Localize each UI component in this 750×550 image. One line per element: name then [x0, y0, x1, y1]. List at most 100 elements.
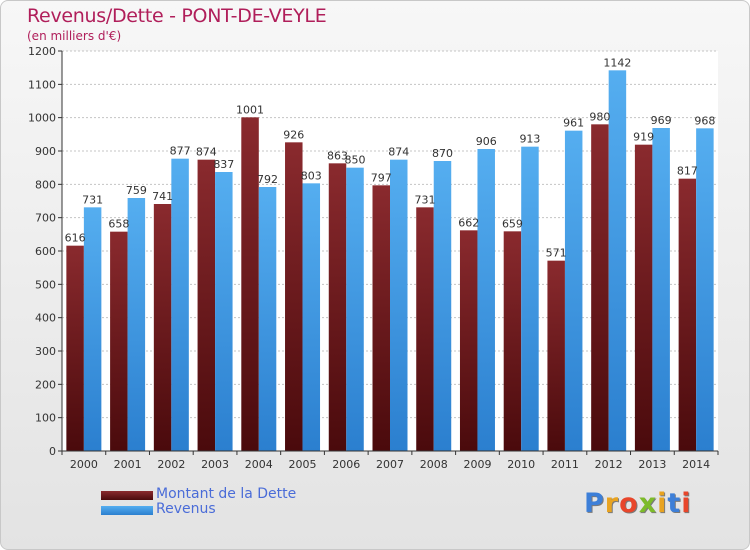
bar-revenue: [433, 161, 452, 451]
y-tick-label: 1000: [28, 112, 56, 125]
bar-debt: [416, 207, 434, 451]
x-tick-label: 2008: [420, 458, 448, 471]
x-tick-label: 2002: [157, 458, 185, 471]
x-tick-label: 2001: [114, 458, 142, 471]
data-label-revenue: 792: [257, 173, 278, 186]
bar-debt: [678, 178, 697, 451]
x-tick-label: 2012: [595, 458, 623, 471]
data-label-revenue: 870: [432, 147, 453, 160]
data-label-debt: 874: [196, 146, 217, 159]
bar-revenue: [608, 70, 627, 451]
x-tick-label: 2004: [245, 458, 273, 471]
data-label-debt: 1001: [236, 103, 264, 116]
data-label-debt: 662: [458, 216, 479, 229]
data-label-debt: 731: [414, 193, 435, 206]
x-tick-label: 2009: [463, 458, 491, 471]
bar-debt: [153, 204, 172, 451]
y-tick-label: 0: [49, 445, 56, 458]
data-label-revenue: 731: [82, 193, 103, 206]
logo-letter: P: [584, 488, 605, 519]
bar-revenue: [390, 159, 408, 451]
x-tick-label: 2000: [70, 458, 98, 471]
x-tick-label: 2013: [638, 458, 666, 471]
y-tick-label: 900: [35, 145, 56, 158]
bar-revenue: [258, 187, 277, 451]
logo-letter: o: [619, 488, 639, 519]
bar-debt: [634, 144, 653, 451]
data-label-revenue: 877: [170, 145, 191, 158]
data-label-revenue: 850: [345, 154, 366, 167]
data-label-revenue: 906: [476, 135, 497, 148]
bar-revenue: [83, 207, 102, 451]
data-label-revenue: 961: [563, 117, 584, 130]
bar-debt: [285, 142, 303, 452]
data-label-revenue: 874: [388, 146, 409, 159]
proxiti-logo: Proxiti: [584, 488, 692, 519]
data-label-revenue: 837: [213, 158, 234, 171]
bar-debt: [197, 159, 216, 451]
legend-label-revenue: Revenus: [156, 501, 216, 517]
legend-swatch-revenue: [101, 506, 153, 515]
logo-letter: x: [638, 488, 658, 519]
x-tick-label: 2007: [376, 458, 404, 471]
bar-revenue: [302, 183, 321, 452]
bar-debt: [591, 124, 609, 451]
data-label-debt: 659: [502, 217, 523, 230]
data-label-revenue: 1142: [603, 56, 631, 69]
bar-revenue: [564, 130, 583, 451]
chart-subtitle: (en milliers d'€): [27, 29, 122, 43]
bar-revenue: [215, 172, 233, 451]
logo-letter: t: [667, 488, 682, 519]
y-tick-label: 100: [35, 412, 56, 425]
bar-debt: [328, 163, 347, 452]
x-tick-label: 2010: [507, 458, 535, 471]
bar-revenue: [696, 128, 714, 451]
y-tick-label: 1200: [28, 45, 56, 58]
bar-revenue: [346, 167, 364, 451]
legend-swatch-debt: [101, 491, 153, 500]
y-tick-label: 300: [35, 345, 56, 358]
x-tick-label: 2014: [682, 458, 710, 471]
y-tick-label: 200: [35, 378, 56, 391]
bar-debt: [372, 185, 390, 452]
bar-debt: [459, 230, 478, 451]
x-tick-label: 2011: [551, 458, 579, 471]
y-tick-label: 1100: [28, 78, 56, 91]
logo-letter: r: [604, 488, 620, 519]
bar-revenue: [477, 149, 495, 451]
data-label-debt: 926: [283, 128, 304, 141]
x-tick-label: 2005: [289, 458, 317, 471]
logo-letter: i: [657, 488, 668, 519]
y-tick-label: 600: [35, 245, 56, 258]
data-label-debt: 658: [108, 218, 129, 231]
bar-revenue: [171, 158, 189, 451]
data-label-debt: 863: [327, 149, 348, 162]
bar-revenue: [652, 128, 670, 451]
data-label-debt: 797: [371, 171, 392, 184]
data-label-debt: 616: [65, 232, 86, 245]
data-label-debt: 980: [589, 110, 610, 123]
data-label-debt: 817: [677, 165, 698, 178]
data-label-debt: 571: [546, 247, 567, 260]
data-label-debt: 741: [152, 190, 173, 203]
data-label-revenue: 913: [519, 133, 540, 146]
bar-debt: [110, 231, 128, 451]
bar-revenue: [521, 146, 539, 451]
bar-debt: [66, 245, 84, 451]
bar-revenue: [127, 198, 146, 451]
logo-letter: i: [681, 488, 692, 519]
data-label-revenue: 803: [301, 169, 322, 182]
x-tick-label: 2006: [332, 458, 360, 471]
y-tick-label: 700: [35, 212, 56, 225]
data-label-revenue: 968: [694, 114, 715, 127]
chart-title: Revenus/Dette - PONT-DE-VEYLE: [27, 5, 327, 27]
data-label-debt: 919: [633, 131, 654, 144]
legend-label-debt: Montant de la Dette: [156, 486, 297, 502]
bar-debt: [241, 117, 259, 451]
bar-debt: [503, 231, 522, 451]
bar-debt: [547, 260, 565, 451]
y-tick-label: 800: [35, 178, 56, 191]
x-tick-label: 2003: [201, 458, 229, 471]
